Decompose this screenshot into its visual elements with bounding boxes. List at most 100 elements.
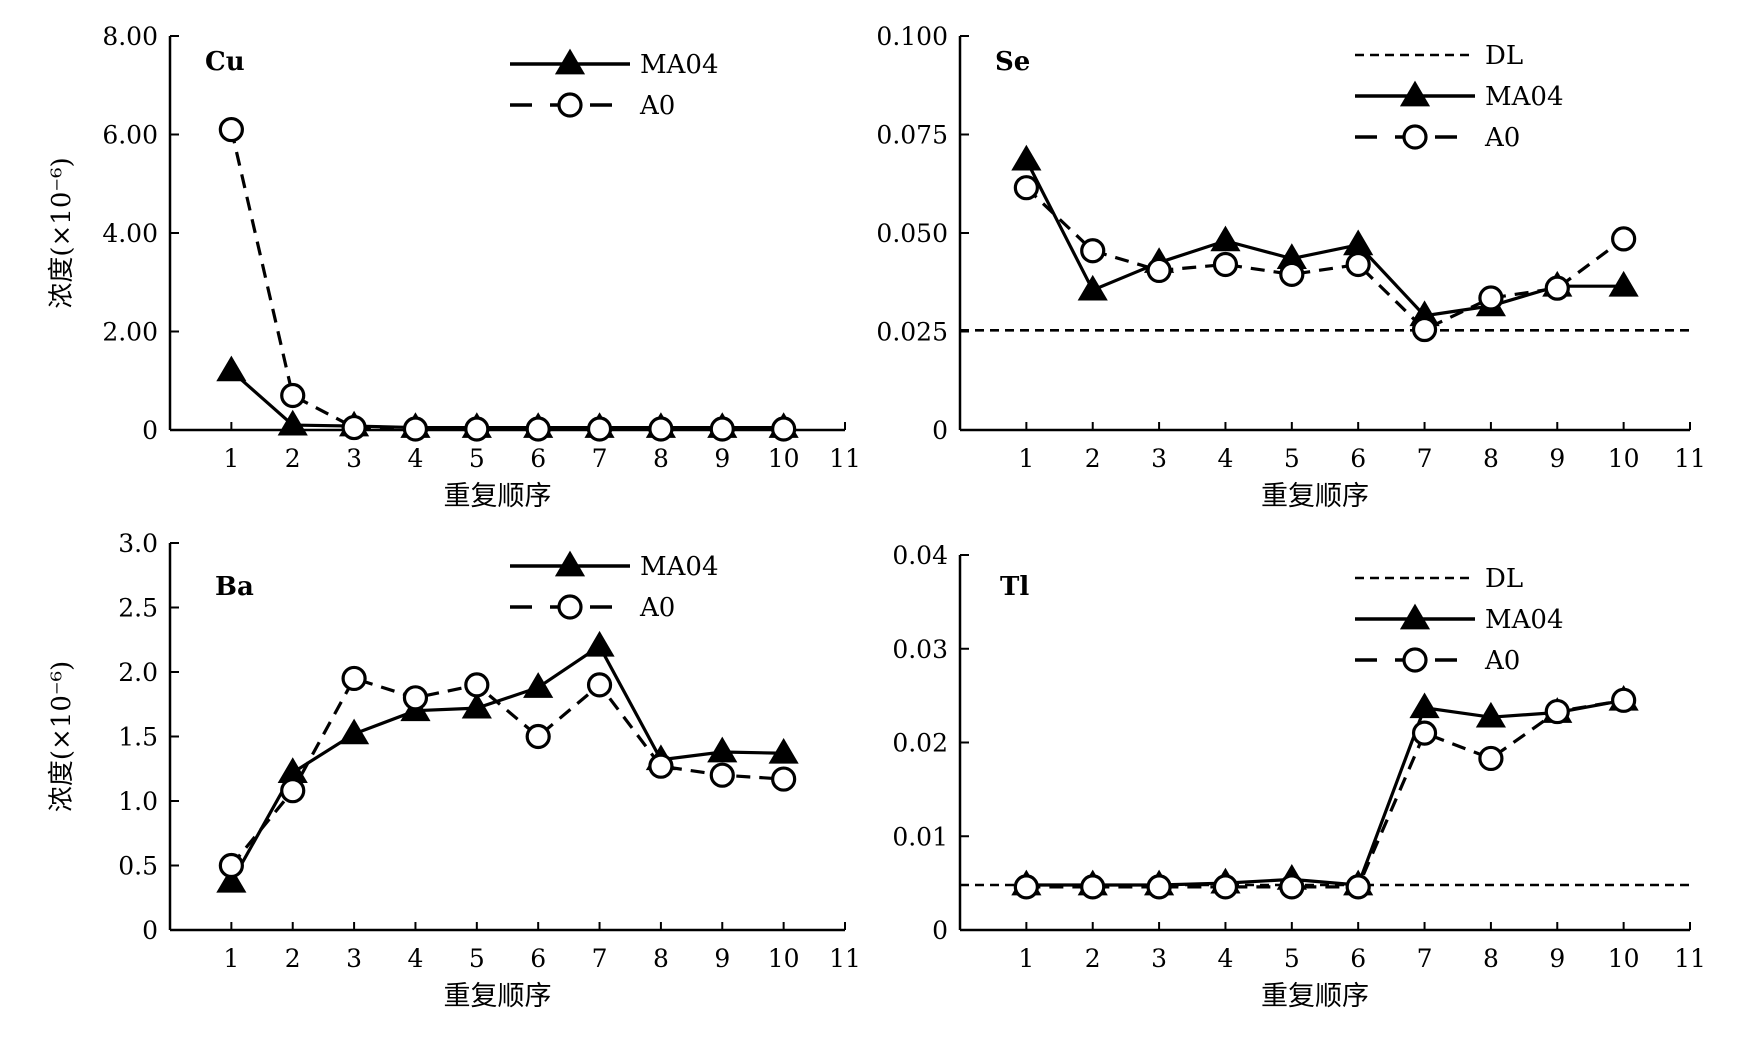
series-line-a0 [230, 676, 784, 867]
y-tick-label: 0 [142, 416, 158, 445]
x-tick-label: 1 [223, 444, 239, 473]
legend-marker-triangle [554, 48, 586, 75]
data-point-a0 [1146, 257, 1172, 284]
legend-marker-triangle [1399, 603, 1431, 630]
x-tick-label: 7 [1417, 944, 1433, 973]
y-tick-label: 0 [932, 916, 948, 945]
x-tick-label: 3 [346, 444, 362, 473]
legend-label: A0 [639, 593, 675, 623]
x-tick-label: 3 [346, 944, 362, 973]
y-tick-label: 0.01 [892, 822, 948, 851]
legend-marker-circle [557, 594, 583, 620]
legend-marker-circle [1402, 124, 1428, 150]
chart-panel-cu: 0 2.00 4.00 6.00 8.00 1 2 3 4 5 6 7 8 9 10 11 重复顺序 浓度(×10… [47, 22, 861, 512]
data-point-a0 [1212, 874, 1239, 900]
x-tick-label: 5 [469, 444, 485, 473]
x-tick-label: 7 [592, 444, 608, 473]
data-point-a0 [218, 116, 244, 143]
x-tick-label: 11 [829, 444, 861, 473]
x-tick-label: 9 [714, 944, 730, 973]
chart-panel-se: 0 0.025 0.050 0.075 0.100 1 2 3 4 5 6 7 8 9 10 11 重复顺序 Se… [876, 22, 1705, 512]
x-tick-label: 6 [1350, 944, 1366, 973]
chart-title: Tl [1000, 572, 1029, 602]
data-point-ma04 [768, 737, 799, 764]
series-line-a0 [1025, 186, 1625, 332]
y-axis-label: 浓度(×10⁻⁶) [47, 661, 77, 812]
legend: DL MA04 A0 [1355, 564, 1563, 676]
x-tick-label: 1 [1018, 944, 1034, 973]
legend-marker-triangle [554, 550, 586, 577]
data-point-a0 [341, 665, 367, 692]
data-point-a0 [1013, 874, 1039, 900]
x-tick-label: 11 [1674, 944, 1706, 973]
data-point-a0 [1345, 251, 1371, 278]
data-point-a0 [648, 416, 674, 442]
data-point-a0 [771, 766, 797, 792]
data-point-a0 [1080, 238, 1106, 264]
x-tick-label: 3 [1151, 944, 1167, 973]
data-point-ma04 [216, 866, 247, 893]
data-point-a0 [1013, 175, 1039, 201]
x-tick-label: 2 [285, 944, 301, 973]
y-tick-label: 1.5 [118, 723, 158, 752]
y-tick-label: 8.00 [102, 22, 158, 51]
x-tick-label: 11 [1674, 444, 1706, 473]
legend: MA04 A0 [510, 550, 718, 623]
x-tick-label: 8 [653, 944, 669, 973]
data-point-ma04 [1409, 692, 1440, 719]
chart-title: Cu [205, 47, 245, 77]
data-point-a0 [709, 416, 735, 442]
legend-label: DL [1485, 564, 1523, 594]
data-point-a0 [402, 685, 429, 711]
legend-label: A0 [639, 91, 675, 121]
data-point-a0 [280, 382, 306, 409]
data-point-a0 [1212, 251, 1239, 278]
chart-panel-tl: 0 0.01 0.02 0.03 0.04 1 2 3 4 5 6 7 8 9 10 11 重复顺序 Tl DL MA… [892, 541, 1706, 1012]
y-tick-label: 2.0 [118, 658, 158, 687]
data-point-ma04 [707, 736, 738, 763]
data-point-ma04 [1011, 144, 1042, 171]
x-axis-label: 重复顺序 [1261, 981, 1369, 1012]
legend-label: DL [1485, 41, 1523, 71]
x-tick-label: 9 [714, 444, 730, 473]
x-tick-label: 1 [1018, 444, 1034, 473]
data-point-a0 [1544, 698, 1570, 725]
legend-label: MA04 [640, 552, 718, 582]
legend-label: MA04 [1485, 605, 1563, 635]
data-point-a0 [1478, 745, 1504, 772]
x-axis-label: 重复顺序 [444, 981, 552, 1012]
x-tick-label: 2 [285, 444, 301, 473]
data-point-ma04 [277, 757, 308, 783]
series-line-ma04 [229, 643, 784, 884]
series-line-ma04 [1024, 159, 1624, 318]
x-tick-label: 5 [1284, 444, 1300, 473]
series-line-a0 [229, 129, 784, 431]
data-point-ma04 [339, 718, 370, 745]
data-point-a0 [464, 672, 490, 698]
legend-label: MA04 [640, 50, 718, 80]
y-tick-label: 2.00 [102, 318, 158, 347]
chart-title: Se [995, 47, 1030, 77]
y-tick-label: 0.02 [892, 729, 948, 758]
legend-label: A0 [1484, 123, 1520, 153]
data-point-a0 [1345, 874, 1371, 900]
data-point-a0 [1611, 226, 1637, 252]
x-tick-label: 6 [1350, 444, 1366, 473]
x-tick-label: 6 [530, 944, 546, 973]
y-tick-label: 3.0 [118, 529, 158, 558]
y-tick-label: 6.00 [102, 121, 158, 150]
x-tick-label: 6 [530, 444, 546, 473]
legend: DL MA04 A0 [1355, 41, 1563, 153]
x-tick-label: 4 [1218, 944, 1234, 973]
y-tick-label: 0.03 [892, 635, 948, 664]
y-tick-label: 1.0 [118, 787, 158, 816]
x-tick-label: 9 [1549, 444, 1565, 473]
y-axis-label: 浓度(×10⁻⁶) [47, 157, 77, 308]
data-point-a0 [648, 753, 674, 779]
data-point-ma04 [584, 630, 615, 657]
y-tick-label: 0 [932, 416, 948, 445]
x-tick-label: 4 [408, 944, 424, 973]
x-tick-label: 4 [1218, 444, 1234, 473]
data-point-ma04 [1077, 274, 1108, 301]
